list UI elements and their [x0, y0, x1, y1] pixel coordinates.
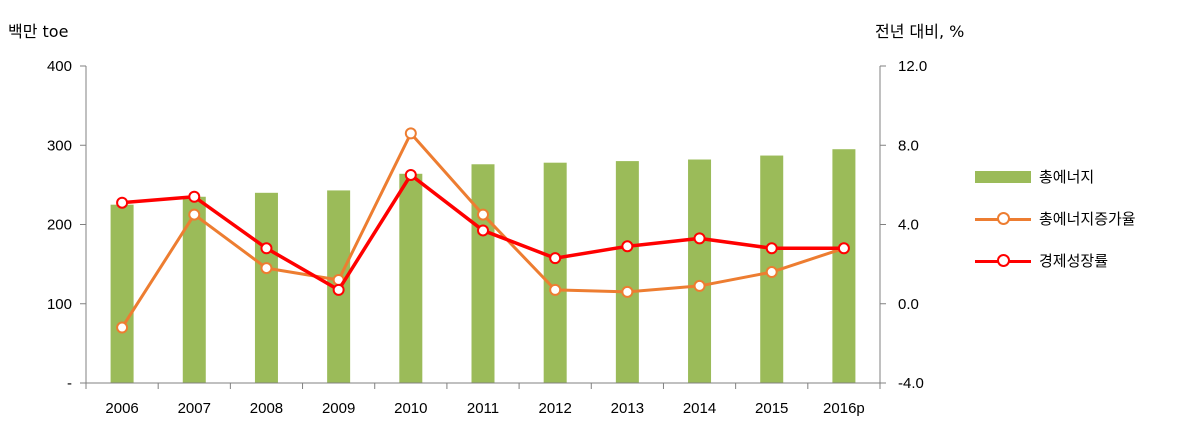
bar-2012 — [543, 162, 567, 383]
right-tick-label: 8.0 — [898, 137, 919, 154]
legend-line-swatch-orange — [975, 211, 1031, 225]
legend-label-energy-growth: 총에너지증가율 — [1039, 210, 1136, 228]
right-tick-label: 12.0 — [898, 58, 927, 75]
energy-growth-point-2011 — [477, 208, 489, 221]
right-tick-label: -4.0 — [898, 375, 924, 392]
left-tick-label: 400 — [47, 58, 72, 75]
legend-label-total-energy: 총에너지 — [1039, 168, 1095, 186]
x-tick-label: 2009 — [322, 400, 355, 417]
right-axis-unit-label: 전년 대비, % — [875, 22, 965, 41]
bar-2008 — [254, 192, 278, 383]
right-tick-label: 4.0 — [898, 217, 919, 234]
legend-line-swatch-red — [975, 253, 1031, 267]
x-tick-label: 2007 — [178, 400, 211, 417]
energy-growth-point-2007 — [188, 208, 201, 221]
gdp-growth-point-2012 — [549, 252, 562, 265]
bar-2014 — [688, 159, 712, 383]
bar-2007 — [182, 196, 206, 383]
legend-item-gdp-growth: 경제성장률 — [975, 250, 1108, 271]
x-tick-label: 2008 — [250, 400, 283, 417]
x-tick-label: 2006 — [105, 400, 138, 417]
legend-item-total-energy: 총에너지 — [975, 166, 1094, 187]
bar-2013 — [615, 161, 639, 383]
gdp-growth-point-2007 — [188, 190, 201, 203]
energy-growth-point-2010 — [404, 127, 417, 140]
x-tick-label: 2013 — [611, 400, 644, 417]
legend-bar-swatch — [975, 170, 1031, 183]
x-tick-label: 2015 — [755, 400, 788, 417]
energy-growth-point-2014 — [693, 279, 706, 292]
energy-growth-point-2008 — [260, 262, 273, 275]
bar-2006 — [110, 204, 134, 383]
x-tick-label: 2014 — [683, 400, 716, 417]
legend-label-gdp-growth: 경제성장률 — [1039, 252, 1109, 270]
left-tick-label: 300 — [47, 137, 72, 154]
bar-2010 — [399, 173, 423, 383]
gdp-growth-point-2015 — [765, 242, 778, 255]
gdp-growth-point-2013 — [621, 240, 634, 253]
x-tick-label: 2012 — [538, 400, 571, 417]
energy-growth-point-2006 — [116, 321, 129, 334]
gdp-growth-point-2010 — [404, 168, 417, 181]
left-tick-label: 200 — [47, 217, 72, 234]
gdp-growth-point-2006 — [116, 196, 129, 209]
left-tick-label: - — [67, 375, 72, 392]
left-axis-unit-label: 백만 toe — [8, 22, 69, 41]
gdp-growth-point-2011 — [477, 224, 489, 237]
energy-growth-point-2015 — [765, 266, 778, 279]
x-tick-label: 2011 — [467, 400, 499, 417]
right-tick-label: 0.0 — [898, 296, 919, 313]
energy-growth-point-2012 — [549, 283, 562, 296]
bar-2011 — [471, 164, 495, 383]
x-tick-label: 2010 — [394, 400, 427, 417]
gdp-growth-point-2009 — [332, 283, 345, 296]
gdp-growth-point-2008 — [260, 242, 273, 255]
left-tick-label: 100 — [47, 296, 72, 313]
gdp-growth-point-2014 — [693, 232, 706, 245]
x-tick-label: 2016p — [823, 400, 865, 417]
energy-growth-point-2013 — [621, 285, 634, 298]
legend-item-energy-growth: 총에너지증가율 — [975, 208, 1136, 229]
bar-2016p — [832, 149, 856, 383]
gdp-growth-point-2016p — [837, 242, 850, 255]
